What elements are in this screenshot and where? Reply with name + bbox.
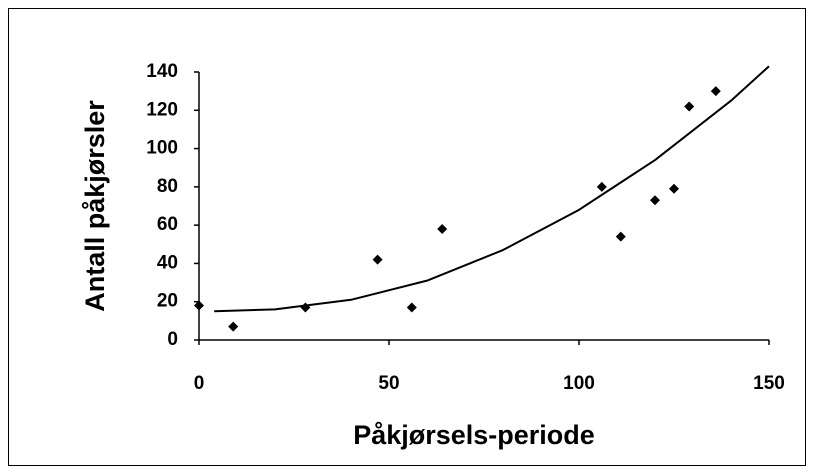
y-tick-label: 20 [157,291,178,312]
data-point [437,223,448,234]
data-point [228,321,239,332]
x-tick-label: 150 [753,373,785,394]
data-point [194,300,204,311]
y-tick-label: 60 [157,214,178,235]
data-point [406,302,417,313]
x-axis-title: Påkjørsels-periode [353,420,595,450]
data-point [615,231,626,242]
y-tick-label: 80 [157,176,178,197]
data-point [710,86,721,97]
x-tick-label: 50 [378,373,399,394]
chart-border [8,8,806,466]
y-tick-label: 140 [146,61,178,82]
y-tick-label: 100 [146,138,178,159]
x-tick-label: 100 [563,373,595,394]
y-tick-label: 0 [167,329,178,350]
x-tick-label: 0 [194,373,205,394]
data-point [650,195,660,206]
data-point [596,181,607,192]
y-tick-label: 40 [157,252,178,273]
data-point [372,254,383,265]
trend-line [214,65,770,313]
data-point [684,101,695,112]
y-axis-title: Antall påkjørsler [80,100,110,312]
y-tick-label: 120 [146,99,178,120]
data-point [669,183,679,194]
